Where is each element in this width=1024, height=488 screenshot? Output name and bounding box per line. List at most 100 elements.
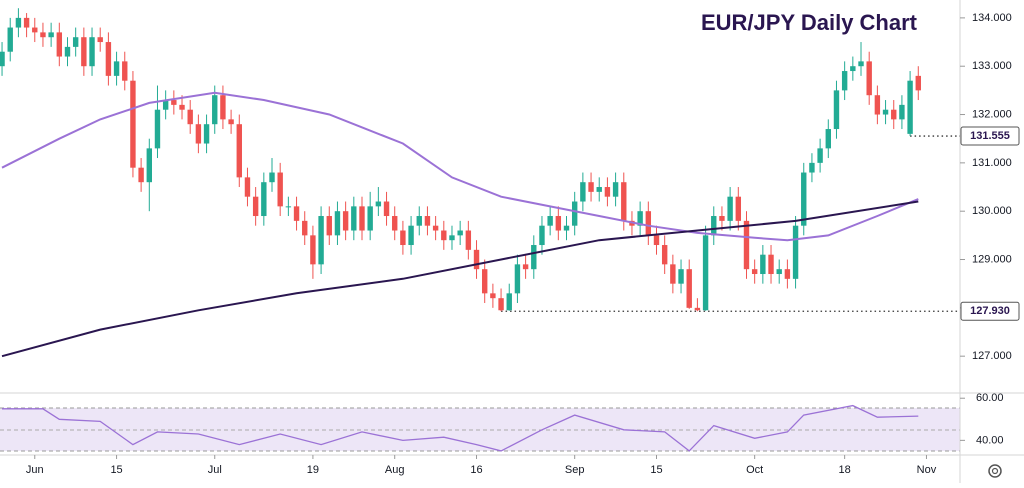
candle-body xyxy=(40,32,46,38)
candle xyxy=(571,191,578,236)
candle xyxy=(833,80,840,139)
candle xyxy=(637,201,643,236)
candle-body xyxy=(244,177,251,197)
candle xyxy=(392,206,398,241)
candle xyxy=(203,114,210,154)
candle-body xyxy=(236,124,242,178)
y-tick-label: 129.000 xyxy=(972,253,1012,265)
candle xyxy=(588,172,594,202)
candle-body xyxy=(809,162,815,173)
candle xyxy=(244,167,251,207)
candle-body xyxy=(841,71,848,91)
rsi-tick-label: 60.00 xyxy=(976,392,1004,404)
candle-body xyxy=(858,61,864,67)
candle-body xyxy=(89,37,95,67)
candle xyxy=(252,187,259,226)
x-tick-label: Jul xyxy=(208,464,222,476)
candle xyxy=(490,283,496,308)
x-tick-label: Sep xyxy=(565,464,585,476)
candle xyxy=(686,259,692,309)
x-tick-label: Nov xyxy=(917,464,937,476)
candle xyxy=(653,225,660,255)
candle xyxy=(784,259,791,289)
candle-body xyxy=(334,211,341,236)
candle-body xyxy=(719,216,725,221)
candle xyxy=(702,225,709,311)
candle-body xyxy=(302,220,308,236)
candle-body xyxy=(15,17,22,28)
candle xyxy=(719,206,725,231)
candle-body xyxy=(571,201,578,226)
candle xyxy=(113,51,120,86)
candle-body xyxy=(792,225,799,279)
candle-body xyxy=(432,225,439,231)
candle-body xyxy=(653,235,660,246)
candle-body xyxy=(392,216,398,231)
candle-body xyxy=(907,80,913,134)
candle xyxy=(89,27,95,76)
candle xyxy=(743,211,750,279)
candle xyxy=(23,13,30,38)
candle-body xyxy=(482,269,488,294)
candle-body xyxy=(686,269,692,308)
candle xyxy=(531,235,537,279)
candle xyxy=(48,22,54,47)
candle-body xyxy=(32,27,38,33)
level-label-box xyxy=(960,126,1020,146)
candle-body xyxy=(310,235,316,265)
candle xyxy=(236,114,242,188)
candle-body xyxy=(621,182,627,221)
y-tick-label: 130.000 xyxy=(972,205,1012,217)
settings-icon[interactable] xyxy=(988,464,1002,478)
x-tick-label: 18 xyxy=(839,464,851,476)
candle-body xyxy=(891,109,897,120)
chart-title: EUR/JPY Daily Chart xyxy=(701,10,918,35)
candle-body xyxy=(645,211,652,236)
candle-body xyxy=(179,104,185,110)
level-label-box xyxy=(960,301,1020,321)
candle xyxy=(154,85,161,159)
candle-body xyxy=(915,75,921,91)
candle xyxy=(670,254,676,294)
candle-body xyxy=(342,211,349,231)
candle-body xyxy=(784,269,791,279)
candle-body xyxy=(874,95,881,115)
candle-body xyxy=(285,206,292,208)
candle xyxy=(220,85,226,130)
x-tick-label: 15 xyxy=(650,464,662,476)
candle xyxy=(367,191,373,241)
candle xyxy=(351,196,357,241)
candle xyxy=(555,206,562,241)
candle-body xyxy=(751,269,758,275)
candle-body xyxy=(424,216,431,226)
candle-body xyxy=(220,95,226,120)
x-tick-label: 19 xyxy=(307,464,319,476)
candle xyxy=(269,158,275,192)
candle-body xyxy=(293,206,300,221)
candle-body xyxy=(162,100,169,110)
candle-body xyxy=(727,196,733,221)
candle xyxy=(310,225,316,279)
candle-body xyxy=(261,182,267,217)
candle xyxy=(400,220,406,255)
candle-body xyxy=(760,254,766,275)
candle xyxy=(801,162,807,236)
candle xyxy=(326,206,332,246)
candle xyxy=(138,158,144,192)
candle xyxy=(277,162,283,217)
candle xyxy=(122,51,128,91)
candle-body xyxy=(72,37,79,47)
candle xyxy=(285,196,292,217)
candle-body xyxy=(670,264,676,284)
candle-body xyxy=(138,167,144,183)
candle-body xyxy=(318,216,324,265)
candle xyxy=(768,245,774,284)
x-tick-label: 16 xyxy=(470,464,482,476)
candle xyxy=(457,220,463,246)
candle xyxy=(359,196,365,241)
candle xyxy=(72,27,79,57)
candle xyxy=(907,71,913,137)
candle-body xyxy=(326,216,332,236)
candle xyxy=(751,259,758,284)
